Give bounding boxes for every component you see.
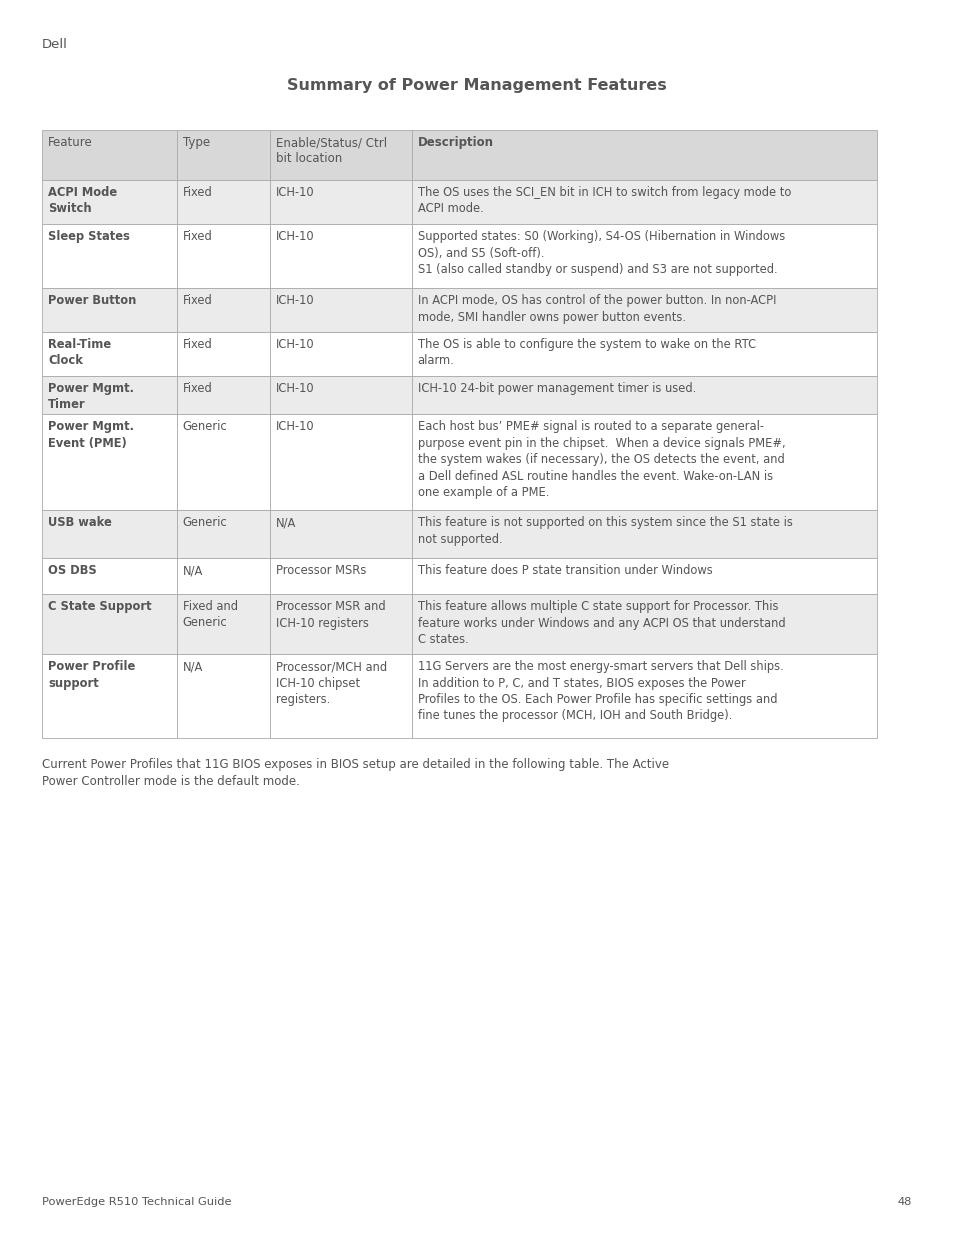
Bar (412, 558, 876, 594)
Text: PowerEdge R510 Technical Guide: PowerEdge R510 Technical Guide (42, 1197, 232, 1207)
Text: C State Support: C State Support (48, 600, 152, 613)
Text: Fixed: Fixed (183, 338, 213, 351)
Bar (270, 375, 412, 414)
Bar (42, 288, 176, 332)
Bar (270, 332, 412, 375)
Bar (412, 414, 876, 510)
Text: Enable/Status/ Ctrl
bit location: Enable/Status/ Ctrl bit location (275, 136, 387, 165)
Text: N/A: N/A (275, 516, 296, 529)
Text: Fixed: Fixed (183, 230, 213, 243)
Text: Fixed and
Generic: Fixed and Generic (183, 600, 237, 630)
Bar (176, 414, 270, 510)
Bar (42, 130, 176, 180)
Bar (42, 558, 176, 594)
Text: Real-Time
Clock: Real-Time Clock (48, 338, 111, 368)
Bar (176, 288, 270, 332)
Bar (42, 180, 176, 224)
Bar (270, 130, 412, 180)
Text: N/A: N/A (183, 564, 203, 577)
Text: This feature does P state transition under Windows: This feature does P state transition und… (417, 564, 712, 577)
Text: Power Mgmt.
Event (PME): Power Mgmt. Event (PME) (48, 420, 133, 450)
Bar (176, 224, 270, 288)
Text: Summary of Power Management Features: Summary of Power Management Features (287, 78, 666, 93)
Text: ICH-10: ICH-10 (275, 420, 314, 433)
Bar (176, 510, 270, 558)
Bar (412, 130, 876, 180)
Bar (42, 414, 176, 510)
Text: 11G Servers are the most energy-smart servers that Dell ships.
In addition to P,: 11G Servers are the most energy-smart se… (417, 659, 782, 722)
Bar (42, 375, 176, 414)
Text: Dell: Dell (42, 38, 68, 51)
Text: N/A: N/A (183, 659, 203, 673)
Bar (176, 655, 270, 739)
Text: OS DBS: OS DBS (48, 564, 96, 577)
Bar (270, 288, 412, 332)
Text: This feature allows multiple C state support for Processor. This
feature works u: This feature allows multiple C state sup… (417, 600, 784, 646)
Bar (176, 375, 270, 414)
Bar (176, 594, 270, 655)
Text: 48: 48 (897, 1197, 911, 1207)
Text: Processor MSR and
ICH-10 registers: Processor MSR and ICH-10 registers (275, 600, 385, 630)
Text: Sleep States: Sleep States (48, 230, 130, 243)
Bar (176, 130, 270, 180)
Text: Type: Type (183, 136, 210, 149)
Text: Feature: Feature (48, 136, 92, 149)
Bar (270, 655, 412, 739)
Bar (412, 224, 876, 288)
Bar (412, 655, 876, 739)
Text: Each host bus’ PME# signal is routed to a separate general-
purpose event pin in: Each host bus’ PME# signal is routed to … (417, 420, 784, 499)
Text: Power Mgmt.
Timer: Power Mgmt. Timer (48, 382, 133, 411)
Text: Power Profile
support: Power Profile support (48, 659, 135, 689)
Text: ICH-10: ICH-10 (275, 382, 314, 395)
Bar (176, 558, 270, 594)
Text: Fixed: Fixed (183, 382, 213, 395)
Text: Processor/MCH and
ICH-10 chipset
registers.: Processor/MCH and ICH-10 chipset registe… (275, 659, 387, 706)
Text: ACPI Mode
Switch: ACPI Mode Switch (48, 186, 117, 215)
Bar (176, 332, 270, 375)
Bar (270, 180, 412, 224)
Bar (42, 510, 176, 558)
Text: Supported states: S0 (Working), S4-OS (Hibernation in Windows
OS), and S5 (Soft-: Supported states: S0 (Working), S4-OS (H… (417, 230, 784, 275)
Text: The OS is able to configure the system to wake on the RTC
alarm.: The OS is able to configure the system t… (417, 338, 755, 368)
Text: Generic: Generic (183, 420, 228, 433)
Text: Current Power Profiles that 11G BIOS exposes in BIOS setup are detailed in the f: Current Power Profiles that 11G BIOS exp… (42, 758, 668, 788)
Bar (42, 332, 176, 375)
Bar (270, 414, 412, 510)
Text: Fixed: Fixed (183, 294, 213, 308)
Bar (412, 288, 876, 332)
Bar (42, 594, 176, 655)
Text: Generic: Generic (183, 516, 228, 529)
Bar (270, 558, 412, 594)
Text: Processor MSRs: Processor MSRs (275, 564, 366, 577)
Text: In ACPI mode, OS has control of the power button. In non-ACPI
mode, SMI handler : In ACPI mode, OS has control of the powe… (417, 294, 776, 324)
Bar (270, 510, 412, 558)
Text: Power Button: Power Button (48, 294, 136, 308)
Text: ICH-10 24-bit power management timer is used.: ICH-10 24-bit power management timer is … (417, 382, 696, 395)
Bar (412, 594, 876, 655)
Bar (412, 375, 876, 414)
Bar (42, 655, 176, 739)
Text: ICH-10: ICH-10 (275, 338, 314, 351)
Text: ICH-10: ICH-10 (275, 186, 314, 199)
Bar (270, 224, 412, 288)
Text: This feature is not supported on this system since the S1 state is
not supported: This feature is not supported on this sy… (417, 516, 792, 546)
Text: Fixed: Fixed (183, 186, 213, 199)
Text: ICH-10: ICH-10 (275, 294, 314, 308)
Bar (270, 594, 412, 655)
Text: Description: Description (417, 136, 494, 149)
Bar (412, 332, 876, 375)
Bar (176, 180, 270, 224)
Text: ICH-10: ICH-10 (275, 230, 314, 243)
Bar (412, 180, 876, 224)
Bar (412, 510, 876, 558)
Text: USB wake: USB wake (48, 516, 112, 529)
Text: The OS uses the SCI_EN bit in ICH to switch from legacy mode to
ACPI mode.: The OS uses the SCI_EN bit in ICH to swi… (417, 186, 790, 215)
Bar (42, 224, 176, 288)
